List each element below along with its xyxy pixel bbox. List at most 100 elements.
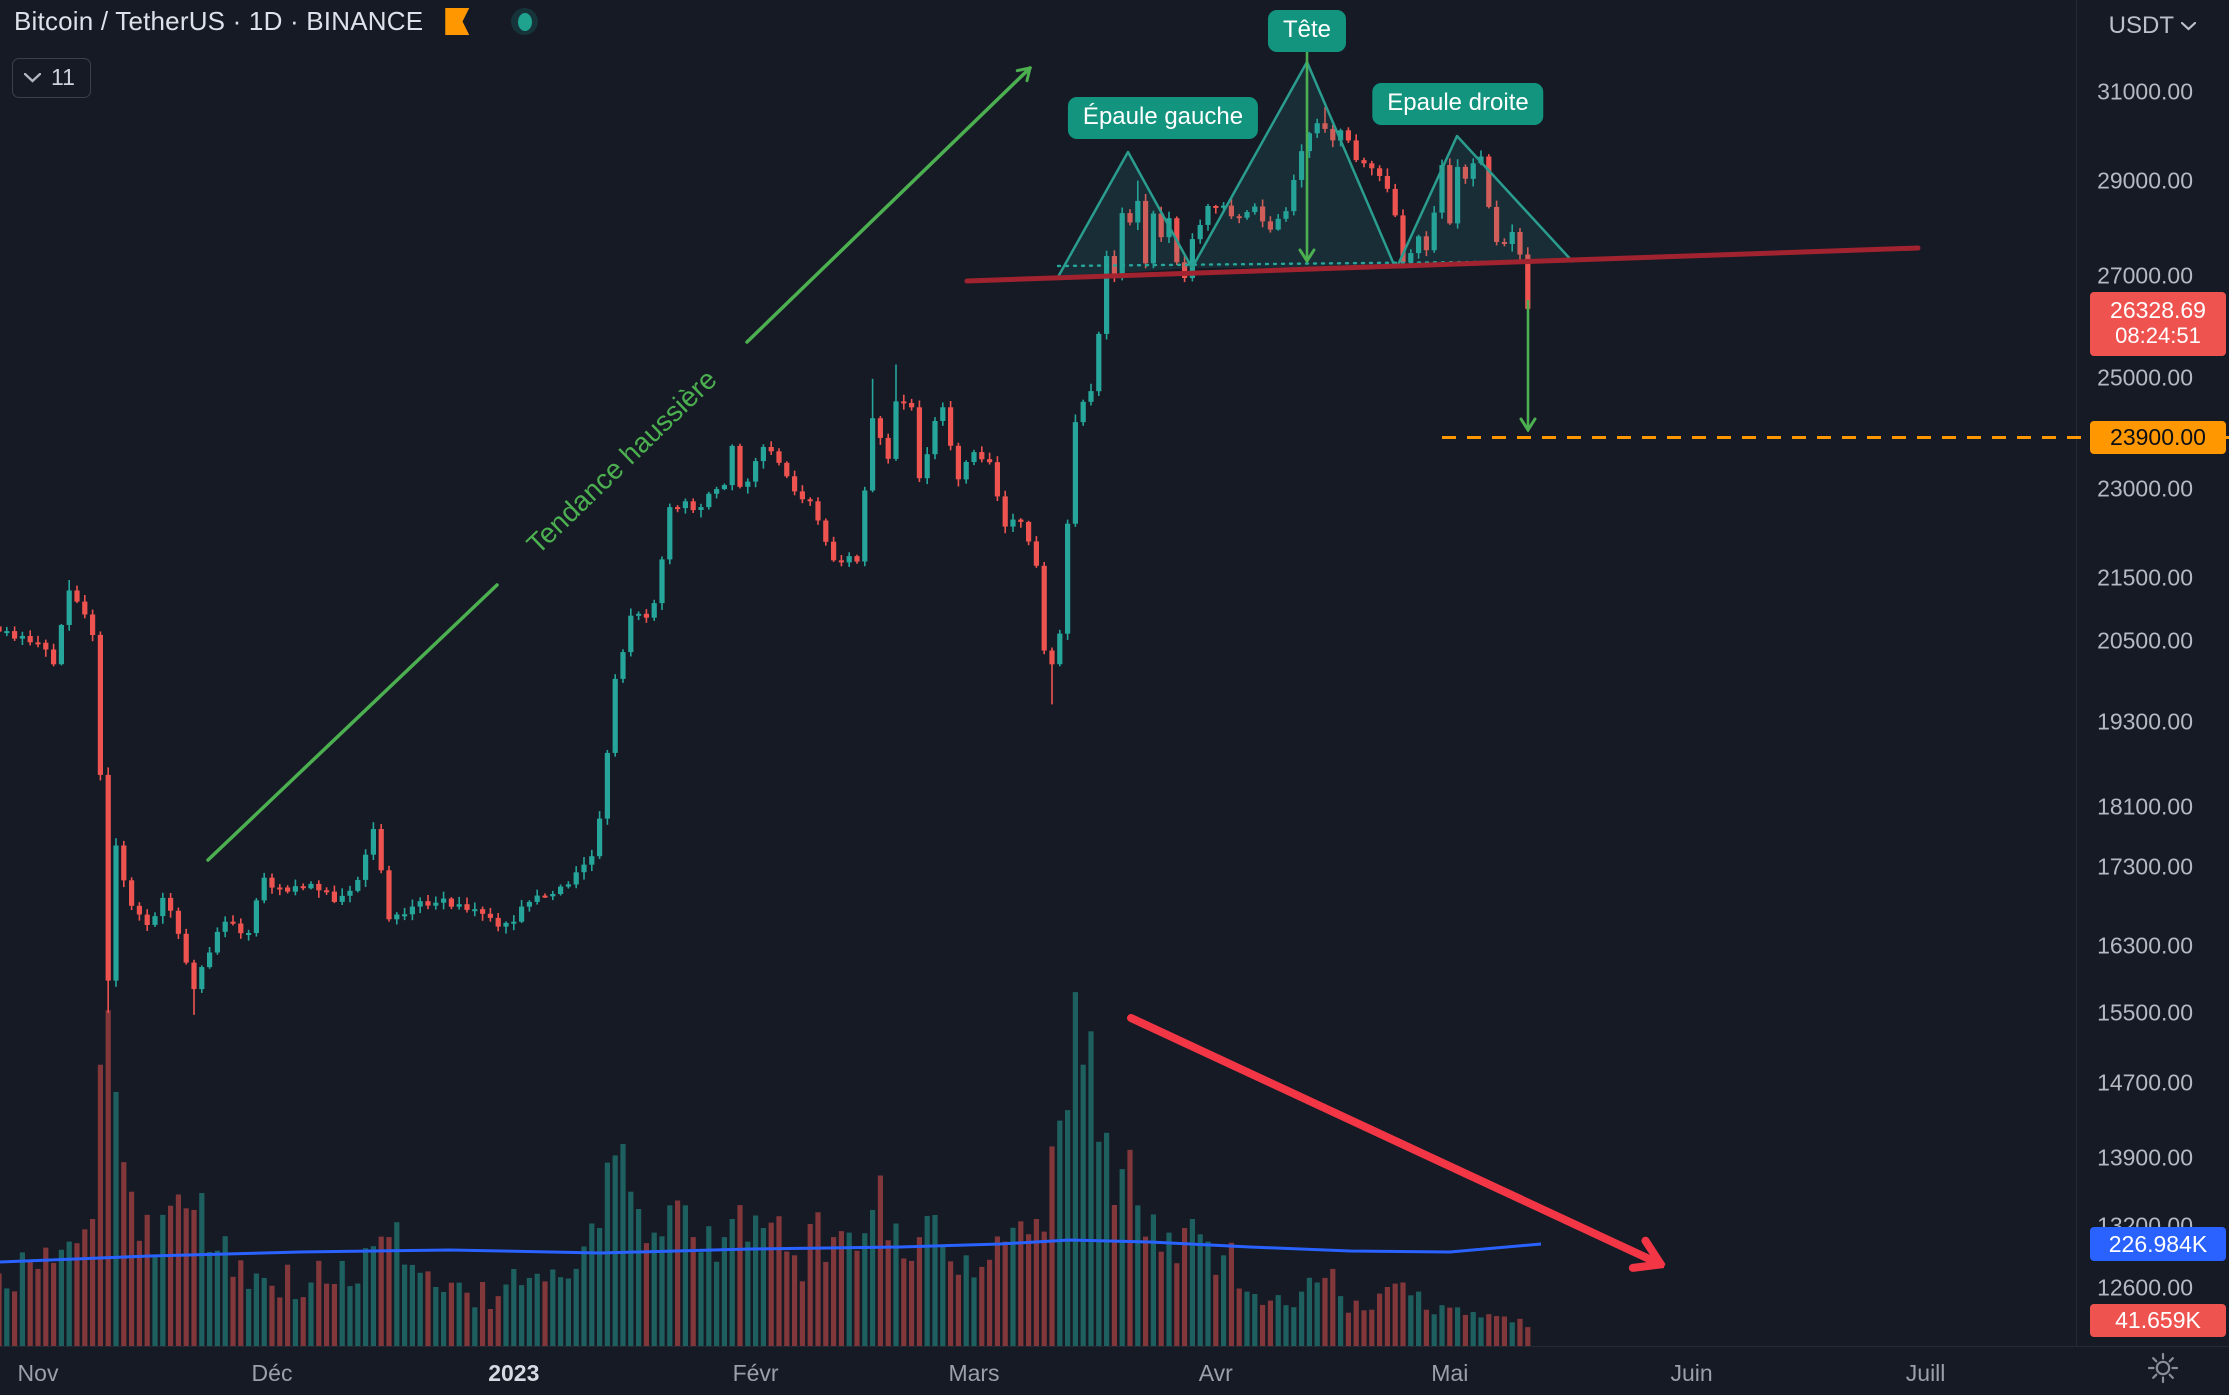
candle-body <box>737 445 743 487</box>
candle-body <box>542 895 548 898</box>
volume-bar <box>363 1248 369 1346</box>
volume-bar <box>425 1271 431 1346</box>
volume-bar <box>932 1215 938 1346</box>
uptrend-arrow[interactable] <box>206 68 1030 862</box>
volume-bar <box>815 1212 821 1346</box>
volume-bar <box>1470 1312 1476 1346</box>
volume-bar <box>721 1237 727 1346</box>
candle-body <box>589 856 595 865</box>
volume-bar <box>1509 1322 1515 1346</box>
candle-body <box>152 916 158 925</box>
candle-body <box>51 649 57 665</box>
volume-bar <box>831 1237 837 1346</box>
volume-bar <box>1400 1282 1406 1346</box>
volume-bar <box>1377 1293 1383 1346</box>
candle-wick <box>458 896 460 910</box>
candle-body <box>1423 236 1429 251</box>
neckline-trendline[interactable] <box>964 245 1921 284</box>
candle-body <box>815 501 821 521</box>
candle-body <box>698 507 704 510</box>
volume-bar <box>1033 1219 1039 1346</box>
candle-body <box>97 634 103 775</box>
candle-body <box>729 445 735 486</box>
price-tick: 12600.00 <box>2097 1274 2193 1301</box>
currency-selector[interactable]: USDT <box>2109 12 2196 40</box>
volume-bar <box>1275 1295 1281 1346</box>
candle-body <box>940 407 946 421</box>
candle-body <box>1143 200 1149 264</box>
candle-body <box>363 854 369 880</box>
candle-body <box>1361 160 1367 164</box>
chevron-down-icon <box>2181 21 2196 30</box>
volume-bar <box>807 1224 813 1346</box>
volume-bar <box>1267 1300 1273 1346</box>
volume-bar <box>448 1282 454 1346</box>
right-shoulder-label[interactable]: Epaule droite <box>1372 83 1544 125</box>
candle-body <box>1244 212 1250 218</box>
left-shoulder-label[interactable]: Épaule gauche <box>1067 97 1259 139</box>
candle-body <box>636 613 642 616</box>
candle-body <box>690 501 696 511</box>
volume-bar <box>581 1246 587 1346</box>
volume-bar <box>643 1243 649 1346</box>
candle-body <box>1182 262 1188 278</box>
indicators-collapse-button[interactable]: 11 <box>12 58 91 98</box>
candle-body <box>253 900 259 933</box>
candle-body <box>924 454 930 479</box>
candle-body <box>472 909 478 912</box>
symbol-title[interactable]: Bitcoin / TetherUS · 1D · BINANCE <box>14 6 424 36</box>
volume-bar <box>58 1249 64 1346</box>
candle-body <box>394 914 400 920</box>
volume-bar <box>1166 1232 1172 1346</box>
candle-body <box>1197 225 1203 240</box>
volume-bar <box>1041 1231 1047 1346</box>
volume-bar <box>1182 1228 1188 1346</box>
time-tick: Juill <box>1905 1360 1946 1386</box>
head-label[interactable]: Tête <box>1267 10 1347 52</box>
volume-bar <box>331 1284 337 1346</box>
candle-body <box>1096 333 1102 392</box>
candle-body <box>1369 163 1375 169</box>
candle-body <box>1213 206 1219 208</box>
candle-body <box>214 931 220 953</box>
volume-bar <box>1049 1146 1055 1346</box>
volume-bar <box>1439 1305 1445 1346</box>
volume-bar <box>1111 1205 1117 1346</box>
volume-bar <box>706 1226 712 1346</box>
candle-wick <box>403 907 406 921</box>
candle-body <box>1088 391 1094 402</box>
volume-bar <box>1197 1234 1203 1346</box>
volume-bar <box>776 1216 782 1346</box>
candle-body <box>620 652 626 679</box>
candle-body <box>714 489 720 494</box>
volume-bar <box>651 1232 657 1346</box>
candle-body <box>175 910 181 934</box>
candle-body <box>831 541 837 561</box>
volume-bar <box>519 1285 525 1346</box>
volume-bar <box>370 1246 376 1346</box>
flag-icon[interactable] <box>445 8 470 35</box>
volume-bar <box>1088 1031 1094 1346</box>
volume-bar <box>66 1241 72 1346</box>
volume-bar <box>799 1281 805 1346</box>
candle-body <box>1283 211 1289 219</box>
candle-body <box>784 462 790 477</box>
data-status-icon <box>511 8 539 35</box>
display-settings-button[interactable] <box>2146 1351 2180 1390</box>
candle-body <box>480 909 486 914</box>
candle-body <box>230 921 236 924</box>
volume-downtrend-arrow[interactable] <box>1127 1014 1660 1264</box>
volume-bar <box>238 1260 244 1346</box>
volume-bar <box>12 1291 18 1346</box>
volume-bar <box>1525 1327 1531 1346</box>
candle-body <box>667 507 673 560</box>
candle-body <box>74 590 80 602</box>
candle-body <box>105 774 111 981</box>
volume-bar <box>183 1208 189 1346</box>
candle-body <box>316 883 322 891</box>
volume-bar <box>160 1214 166 1346</box>
volume-bar <box>472 1307 478 1346</box>
volume-bar <box>698 1252 704 1346</box>
